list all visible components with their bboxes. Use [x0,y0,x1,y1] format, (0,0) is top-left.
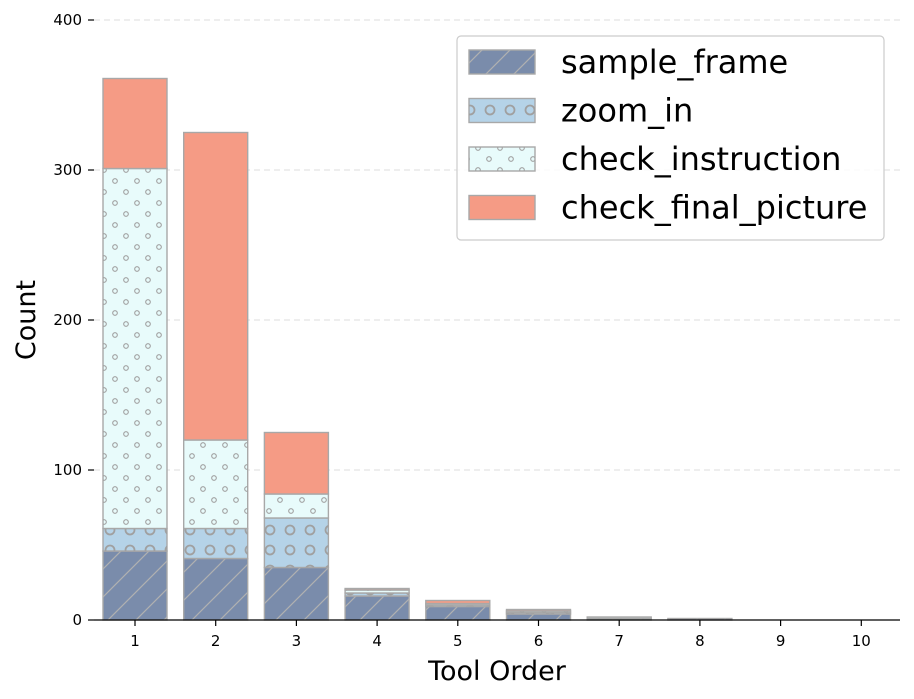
legend-label: sample_frame [561,43,788,81]
legend-swatch [468,194,536,221]
x-tick-label: 4 [372,632,382,650]
bar-segment-hatch [587,618,652,620]
x-tick-label: 7 [614,632,624,650]
bar-segment-hatch [103,168,167,529]
legend-frame [456,35,885,241]
y-axis-title: Count [11,280,42,360]
x-tick-label: 6 [534,632,544,650]
y-tick-label: 100 [53,461,82,479]
bar-segment-hatch [264,518,329,568]
x-tick-label: 9 [776,632,786,650]
bar-segment [182,131,249,441]
bar-segment [425,599,491,605]
x-axis-title: Tool Order [427,656,567,687]
x-tick-label: 1 [130,632,140,650]
bar-segment-hatch [425,605,490,607]
bar-segment-hatch [425,603,490,605]
bar-segment [102,77,168,170]
x-tick-label: 5 [453,632,463,650]
legend-swatch-hatch [469,50,535,74]
bar-segment-hatch [264,567,329,620]
bar-segment-hatch [667,618,732,620]
ticks: 0 100 200 300 400 1 2 3 4 5 6 7 8 9 10 [53,11,870,650]
x-tick-label: 2 [211,632,221,650]
bar-segment-hatch [183,528,248,559]
legend-label: zoom_in [561,92,693,130]
y-tick-label: 200 [53,311,82,329]
legend-swatch-hatch [469,98,535,123]
bars [102,77,733,621]
x-tick-label: 3 [292,632,302,650]
bar-segment [263,431,330,495]
y-tick-label: 0 [72,611,82,629]
bar-segment-hatch [345,590,410,593]
bar-segment-hatch [345,593,410,596]
bar-segment-hatch [587,617,652,619]
legend: sample_frame zoom_in check_instructionchec… [456,35,885,241]
bar-segment-hatch [264,494,329,518]
y-tick-label: 400 [53,11,82,29]
x-tick-label: 8 [695,632,705,650]
bar-segment-hatch [425,606,490,620]
legend-label: check_instruction [561,140,841,178]
y-tick-label: 300 [53,161,82,179]
bar-segment-hatch [506,611,571,613]
bar-segment-hatch [103,551,167,620]
bar-segment-hatch [506,614,571,620]
bar-segment [505,608,572,612]
bar-segment-hatch [183,558,248,620]
x-tick-label: 10 [852,632,871,650]
bar-segment-hatch [345,596,410,620]
bar-segment-hatch [506,612,571,614]
legend-swatch-hatch [469,147,535,171]
legend-label: check_final_picture [561,189,867,227]
bar-segment [344,587,410,591]
bar-segment-hatch [103,528,167,551]
bar-segment-hatch [183,440,248,529]
